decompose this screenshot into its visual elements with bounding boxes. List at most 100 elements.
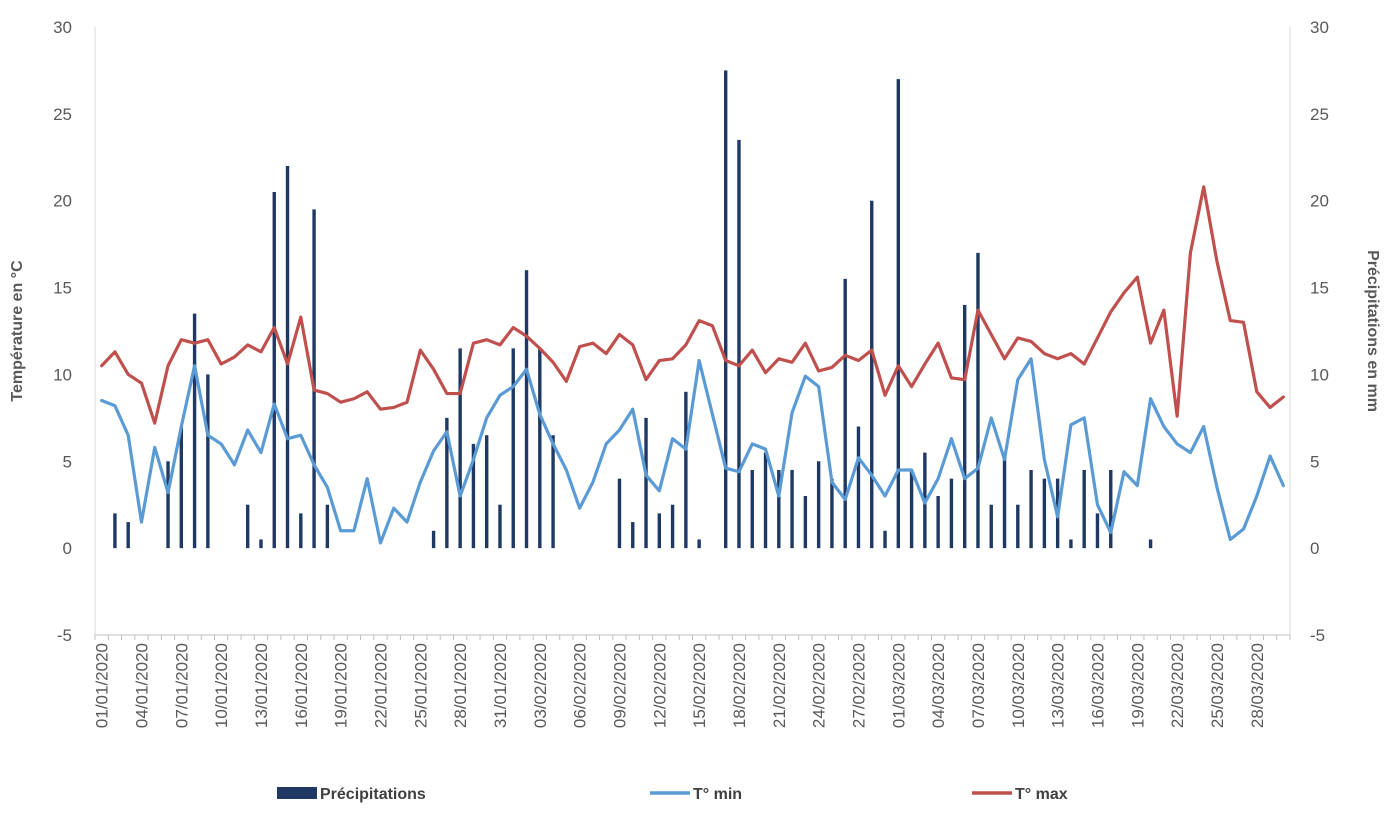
- y-right-tick-label: -5: [1310, 626, 1325, 645]
- precipitation-bar: [737, 139, 741, 549]
- precipitation-bar: [949, 478, 954, 549]
- precipitation-bar: [192, 313, 197, 549]
- y-right-tick-label: 20: [1310, 192, 1329, 211]
- axes: -5 0 5 10 15 20 25 30 -5 0 5 10 15 20 25 30 Température …: [9, 18, 1381, 728]
- precipitation-bar: [644, 417, 648, 549]
- legend: Précipitations T° min T° max: [277, 786, 1068, 803]
- precipitation-bar: [989, 504, 993, 549]
- precipitation-bar: [1082, 469, 1086, 549]
- precipitation-bar: [179, 426, 184, 549]
- x-tick-label: 09/02/2020: [611, 643, 630, 728]
- precipitation-bar: [670, 504, 675, 549]
- precipitation-bar: [524, 270, 529, 549]
- precipitation-bar: [1016, 504, 1020, 549]
- precipitation-bar: [272, 192, 276, 549]
- precipitation-bar: [750, 469, 754, 549]
- x-tick-label: 12/02/2020: [650, 643, 669, 728]
- precipitation-bar: [830, 478, 834, 549]
- y-left-tick-label: 25: [53, 105, 72, 124]
- precipitation-bar: [697, 539, 701, 549]
- x-tick-label: 10/03/2020: [1009, 643, 1028, 728]
- precipitation-bar: [617, 478, 622, 549]
- precipitation-bar: [325, 504, 330, 549]
- x-tick-label: 16/03/2020: [1089, 643, 1108, 728]
- precipitation-bar: [431, 530, 436, 549]
- precipitation-bar: [790, 469, 794, 549]
- x-tick-label: 19/01/2020: [332, 643, 351, 728]
- precipitation-bar: [259, 539, 263, 549]
- precipitation-bar: [206, 374, 210, 549]
- x-tick-label: 01/01/2020: [93, 643, 112, 728]
- precipitation-bar: [870, 200, 874, 549]
- x-tick-label: 27/02/2020: [850, 643, 869, 728]
- precipitation-bar: [883, 530, 887, 549]
- tmin-line: [100, 357, 1285, 545]
- x-tick-label: 22/03/2020: [1168, 643, 1187, 728]
- precipitation-bar: [1148, 539, 1153, 549]
- precipitation-bar: [1042, 478, 1047, 549]
- precipitation-bar: [511, 348, 515, 549]
- precipitation-bar: [1069, 539, 1073, 549]
- legend-tmin-label: T° min: [693, 786, 742, 803]
- precipitation-bar: [723, 70, 728, 549]
- y-right-tick-label: 0: [1310, 539, 1319, 558]
- precipitation-bar: [551, 435, 555, 549]
- y-right-tick-label: 15: [1310, 279, 1329, 298]
- precipitation-bar: [631, 522, 635, 549]
- y-left-tick-label: 30: [53, 18, 72, 37]
- y-right-tick-label: 25: [1310, 105, 1329, 124]
- tmax-line: [100, 185, 1285, 425]
- x-tick-label: 13/03/2020: [1049, 643, 1068, 728]
- y-left-tick-label: 15: [53, 279, 72, 298]
- precipitation-bar: [657, 513, 662, 549]
- precipitation-bar: [498, 504, 502, 549]
- precipitation-bar: [816, 461, 821, 549]
- precipitation-bar: [962, 304, 967, 549]
- precipitation-bar: [777, 469, 781, 549]
- x-tick-label: 16/01/2020: [292, 643, 311, 728]
- y-right-tick-label: 30: [1310, 18, 1329, 37]
- precipitation-bar: [471, 443, 476, 549]
- precipitation-bar: [1029, 469, 1033, 549]
- x-tick-label: 03/02/2020: [531, 643, 550, 728]
- precipitation-bar: [299, 513, 303, 549]
- x-tick-label: 15/02/2020: [690, 643, 709, 728]
- legend-tmax-label: T° max: [1015, 786, 1068, 803]
- precipitation-bar: [1095, 513, 1100, 549]
- x-tick-label: 06/02/2020: [571, 643, 590, 728]
- x-tick-label: 18/02/2020: [730, 643, 749, 728]
- x-tick-label: 10/01/2020: [212, 643, 231, 728]
- temperature-lines: [100, 185, 1285, 545]
- y-right-tick-label: 10: [1310, 365, 1329, 384]
- precipitation-bar: [113, 513, 117, 549]
- x-tick-label: 04/01/2020: [133, 643, 152, 728]
- y-left-tick-label: 10: [53, 365, 72, 384]
- precipitation-bar: [538, 348, 542, 549]
- x-tick-label: 07/03/2020: [969, 643, 988, 728]
- precipitation-bars: [113, 70, 1153, 549]
- x-tick-label: 19/03/2020: [1128, 643, 1147, 728]
- precipitation-bar: [1109, 469, 1113, 549]
- precipitation-bar: [896, 79, 901, 549]
- x-tick-label: 28/01/2020: [451, 643, 470, 728]
- y-left-tick-label: -5: [57, 626, 72, 645]
- precipitation-bar: [803, 496, 808, 549]
- precipitation-bar: [1002, 452, 1007, 549]
- x-tick-label: 21/02/2020: [770, 643, 789, 728]
- x-tick-label: 28/03/2020: [1248, 643, 1267, 728]
- x-tick-label: 04/03/2020: [929, 643, 948, 728]
- x-tick-label: 25/03/2020: [1208, 643, 1227, 728]
- precipitation-bar: [936, 496, 940, 549]
- x-tick-label: 01/03/2020: [889, 643, 908, 728]
- legend-precipitation-swatch: [277, 787, 317, 799]
- y-right-tick-label: 5: [1310, 452, 1319, 471]
- precipitation-bar: [484, 435, 489, 549]
- precipitation-bar: [684, 391, 688, 549]
- x-tick-label: 25/01/2020: [411, 643, 430, 728]
- legend-precipitation-label: Précipitations: [320, 786, 426, 803]
- x-tick-label: 13/01/2020: [252, 643, 271, 728]
- precipitation-bar: [245, 504, 250, 549]
- y-right-axis-title: Précipitations en mm: [1364, 250, 1381, 412]
- y-left-tick-label: 5: [63, 452, 72, 471]
